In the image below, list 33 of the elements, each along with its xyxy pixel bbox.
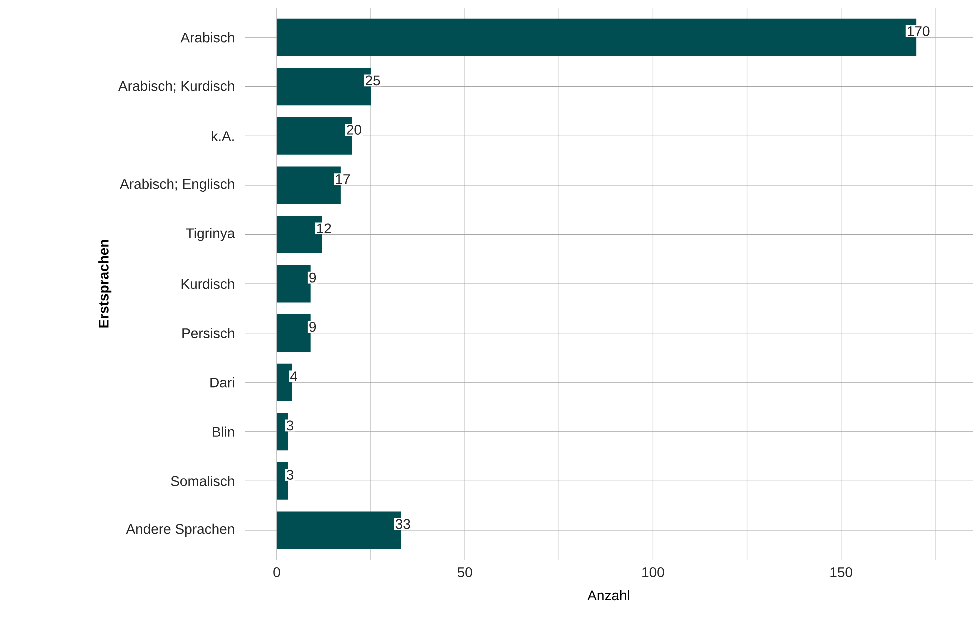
- y-axis-title: Erstsprachen: [98, 240, 112, 328]
- bar: [276, 462, 288, 500]
- y-tick-label: Arabisch; Kurdisch: [118, 80, 234, 93]
- data-label: 4: [290, 372, 298, 382]
- x-tick-label: 150: [830, 568, 852, 578]
- y-tick-label: Kurdisch: [182, 278, 234, 290]
- data-label: 25: [366, 76, 380, 86]
- data-label: 12: [317, 224, 332, 234]
- data-label: 33: [396, 519, 410, 530]
- x-axis-title: Anzahl: [588, 590, 630, 601]
- data-label: 9: [310, 272, 316, 283]
- bar: [276, 413, 288, 451]
- bar: [276, 314, 311, 352]
- y-tick-label: Dari: [210, 377, 234, 388]
- bar: [276, 364, 292, 402]
- data-label: 3: [286, 470, 294, 480]
- x-tick-label: 50: [458, 568, 472, 578]
- x-tick-label: 0: [274, 568, 280, 578]
- y-tick-label: Somalisch: [171, 476, 234, 486]
- data-label: 17: [336, 174, 350, 184]
- x-tick-label: 100: [642, 568, 664, 578]
- data-label: 3: [286, 420, 294, 431]
- bar: [276, 265, 311, 303]
- y-tick-label: Persisch: [182, 328, 234, 338]
- y-tick-label: Arabisch: [180, 32, 234, 43]
- data-label: 170: [908, 26, 930, 36]
- data-label: 9: [310, 322, 316, 332]
- y-tick-label: k.A.: [212, 131, 234, 142]
- y-tick-label: Andere Sprachen: [126, 524, 234, 537]
- y-tick-label: Tigrinya: [186, 228, 236, 242]
- y-tick-label: Arabisch; Englisch: [120, 178, 234, 192]
- y-tick-label: Blin: [213, 426, 234, 437]
- data-label: 20: [347, 125, 362, 135]
